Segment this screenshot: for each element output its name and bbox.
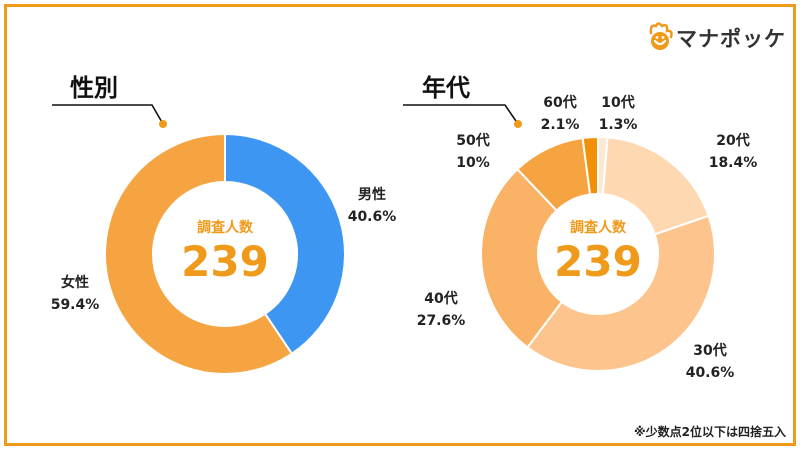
slice-value: 1.3% [599,117,638,133]
pie-slice-3 [480,167,564,349]
chart-title: 性別 [70,74,118,102]
pie-slice-5 [581,135,599,196]
slice-label: 40代 [424,290,457,307]
age-chart: 年代 10代 1.3% 20代 18.4% 30代 40.6% 40代 27.6% 50代 10% 6… [403,74,757,381]
donut-hole [154,183,296,325]
title-callout-line [403,104,519,125]
slice-value: 18.4% [709,155,758,171]
brand-name: マナポッケ [676,27,786,51]
slice-value: 2.1% [541,117,580,133]
slice-value: 59.4% [51,297,100,313]
pie-slice-0 [224,132,346,356]
pie-slice-1 [104,132,294,375]
brand-logo: マナポッケ [646,20,786,52]
slice-label: 50代 [456,132,489,149]
pie-slice-1 [601,136,710,236]
title-callout-dot [159,120,167,128]
pie-slice-2 [526,214,716,372]
title-callout-dot [514,120,522,128]
slice-label: 60代 [543,94,576,111]
center-value: 239 [181,237,269,286]
center-value: 239 [554,237,642,286]
title-callout-line [52,104,164,125]
slice-value: 10% [456,155,490,171]
slice-value: 40.6% [348,209,397,225]
slice-label: 10代 [601,94,634,111]
chart-title: 年代 [422,74,470,102]
brand-mascot-icon [649,22,673,50]
slice-label: 30代 [693,342,726,359]
slice-label: 男性 [358,186,386,203]
slice-value: 27.6% [417,313,466,329]
donut-hole [539,195,657,313]
center-label: 調査人数 [197,219,254,236]
center-label: 調査人数 [570,219,627,236]
slice-label: 20代 [716,132,749,149]
rounding-footnote: ※少数点2位以下は四捨五入 [633,425,786,439]
slice-label: 女性 [61,274,89,291]
slice-value: 40.6% [686,365,735,381]
